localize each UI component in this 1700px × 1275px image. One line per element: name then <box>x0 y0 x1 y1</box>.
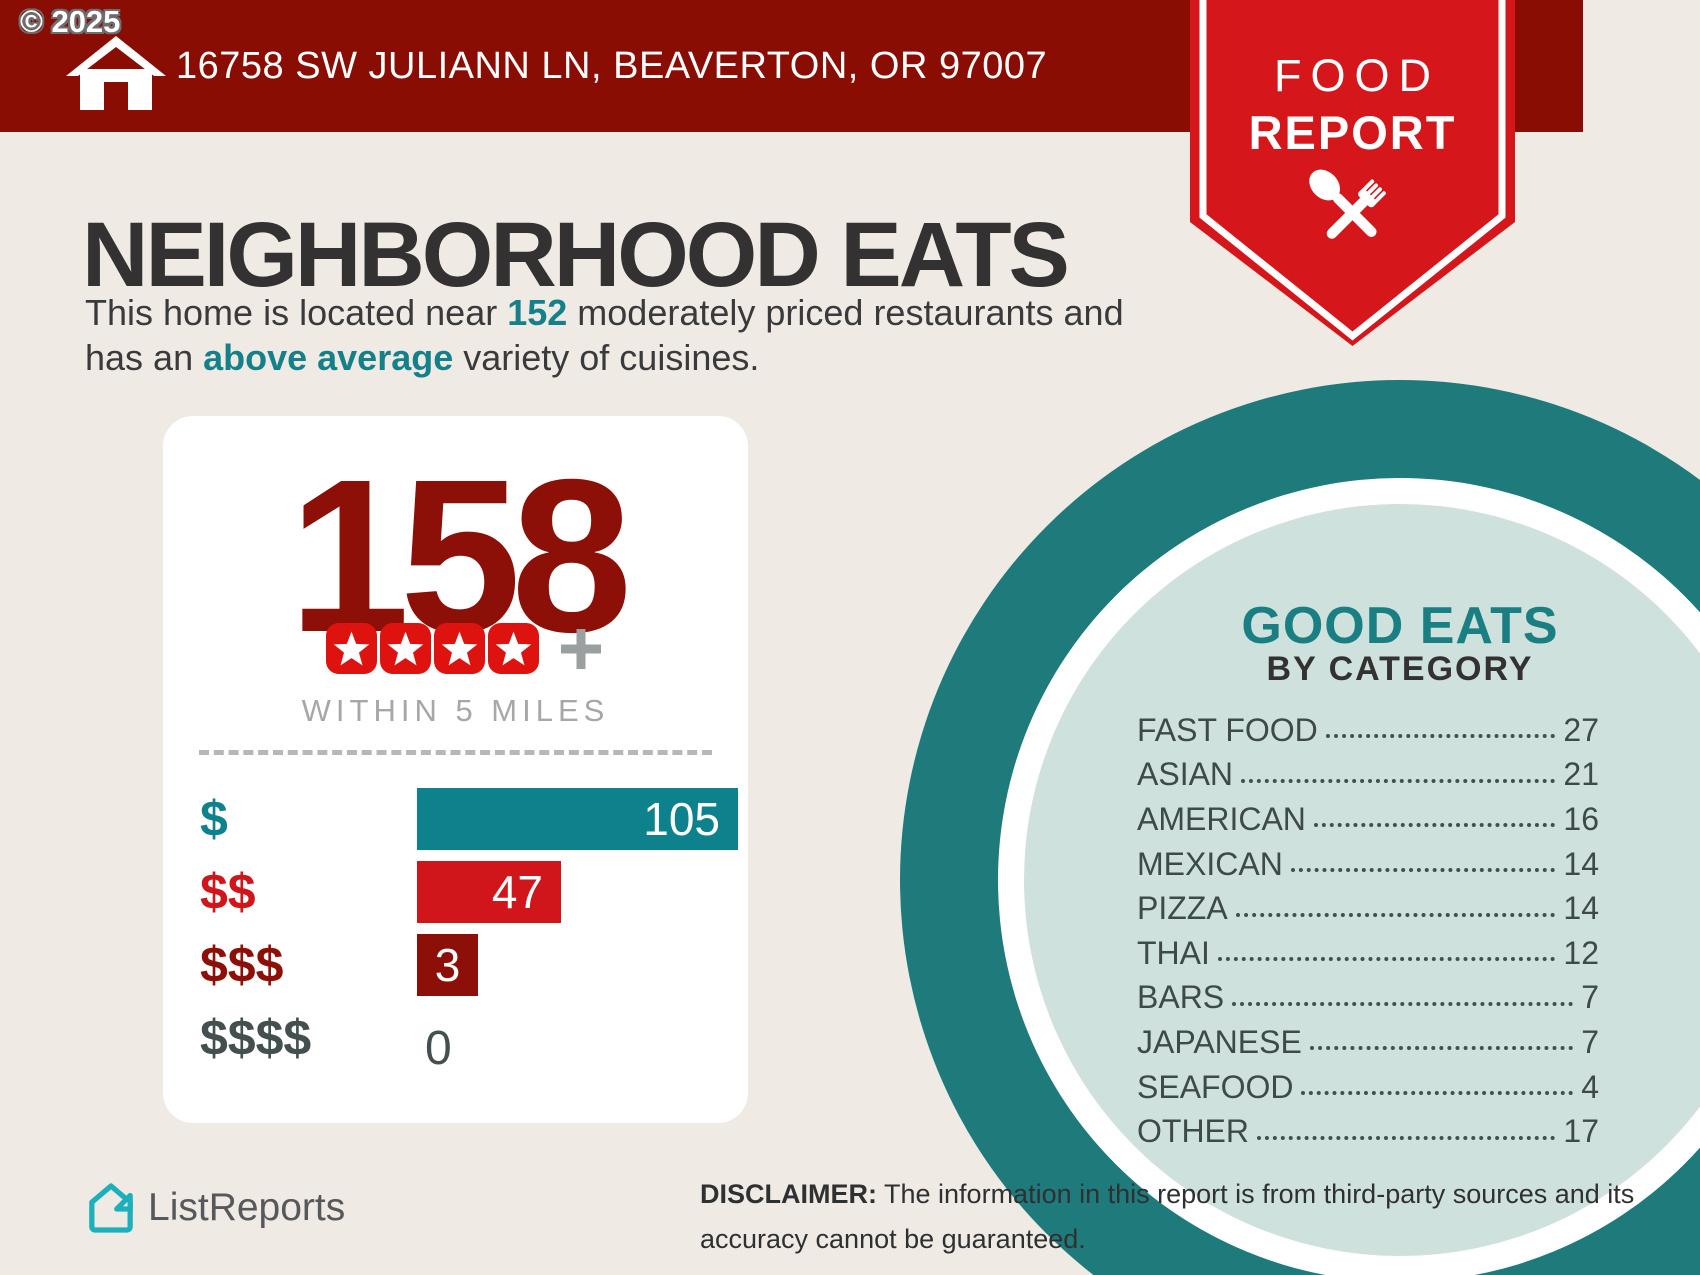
category-label: THAI <box>1137 934 1210 971</box>
category-value: 4 <box>1581 1068 1599 1105</box>
disclaimer-text: The information in this report is from t… <box>700 1179 1635 1254</box>
star-icon <box>434 623 485 674</box>
ribbon-title: FOOD REPORT <box>1190 50 1515 160</box>
plus-icon <box>560 628 601 669</box>
category-value: 27 <box>1563 711 1599 748</box>
intro-paragraph: This home is located near 152 moderately… <box>85 290 1205 380</box>
price-tier-row: $$$$ 0 <box>200 1007 738 1080</box>
tier-value: 105 <box>643 793 720 845</box>
ribbon-line1: FOOD <box>1274 50 1440 101</box>
property-address: 16758 SW JULIANN LN, BEAVERTON, OR 97007 <box>176 44 1048 87</box>
price-tier-row: $$ 47 <box>200 861 738 934</box>
intro-line2-pre: has an <box>85 337 204 378</box>
dashed-divider <box>199 750 712 755</box>
category-list: FAST FOOD 27 ASIAN 21 AMERICAN 16 MEXICAN 14… <box>1137 708 1599 1154</box>
dotted-leader <box>1241 778 1556 783</box>
star-icon <box>380 623 431 674</box>
star-icon <box>488 623 539 674</box>
price-tier-chart: $ 105 $$ 47 $$$ 3 $$$$ 0 <box>200 788 738 1080</box>
category-row: FAST FOOD 27 <box>1137 708 1599 753</box>
home-icon <box>66 36 166 115</box>
intro-line1-post: moderately priced restaurants and <box>567 292 1124 333</box>
disclaimer-label: DISCLAIMER: <box>700 1179 877 1209</box>
tier-value: 3 <box>434 939 461 991</box>
teal-circle-decoration <box>1024 504 1700 1256</box>
category-label: BARS <box>1137 979 1225 1016</box>
category-row: PIZZA 14 <box>1137 886 1599 931</box>
tier-bar: 47 <box>417 861 561 923</box>
category-row: BARS 7 <box>1137 976 1599 1021</box>
tier-label: $$ <box>200 864 256 920</box>
good-eats-title: GOOD EATS <box>1241 597 1559 655</box>
dotted-leader <box>1301 1091 1574 1096</box>
category-value: 17 <box>1563 1113 1599 1150</box>
dotted-leader <box>1313 823 1556 828</box>
category-label: JAPANESE <box>1137 1023 1302 1060</box>
category-value: 14 <box>1563 890 1599 927</box>
tier-value: 0 <box>425 1022 452 1075</box>
category-label: SEAFOOD <box>1137 1068 1294 1105</box>
intro-line2-post: variety of cuisines. <box>453 337 760 378</box>
stats-card: 158 WITHIN 5 MILES $ 105 $$ 47 $$$ 3 <box>163 416 748 1123</box>
category-value: 14 <box>1563 845 1599 882</box>
page-title: NEIGHBORHOOD EATS <box>82 204 1070 306</box>
category-label: FAST FOOD <box>1137 711 1318 748</box>
intro-line1-pre: This home is located near <box>85 292 508 333</box>
ribbon-line2: REPORT <box>1248 106 1457 159</box>
category-row: THAI 12 <box>1137 931 1599 976</box>
dotted-leader <box>1232 1001 1574 1006</box>
copyright-text: © 2025 <box>20 4 121 39</box>
tier-label: $$$$ <box>200 1010 312 1066</box>
disclaimer: DISCLAIMER: The information in this repo… <box>700 1172 1700 1262</box>
category-row: OTHER 17 <box>1137 1109 1599 1154</box>
tier-bar: 0 <box>425 1025 452 1087</box>
category-value: 12 <box>1563 934 1599 971</box>
tier-label: $$$ <box>200 937 284 993</box>
category-value: 21 <box>1563 756 1599 793</box>
dotted-leader <box>1290 868 1556 873</box>
dotted-leader <box>1235 912 1556 917</box>
category-row: MEXICAN 14 <box>1137 842 1599 887</box>
variety-highlight: above average <box>203 337 454 378</box>
category-label: AMERICAN <box>1137 800 1306 837</box>
listreports-brand: ListReports <box>88 1183 345 1233</box>
category-value: 16 <box>1563 800 1599 837</box>
radius-subtitle: WITHIN 5 MILES <box>301 693 610 728</box>
brand-name: ListReports <box>148 1186 346 1229</box>
star-icon <box>326 623 377 674</box>
star-rating <box>163 623 748 674</box>
dotted-leader <box>1217 957 1556 962</box>
category-value: 7 <box>1581 979 1599 1016</box>
price-tier-row: $$$ 3 <box>200 934 738 1007</box>
spoon-fork-icon <box>1295 160 1410 280</box>
dotted-leader <box>1309 1046 1574 1051</box>
dotted-leader <box>1257 1135 1556 1140</box>
tier-value: 47 <box>491 866 543 918</box>
good-eats-subtitle: BY CATEGORY <box>1266 650 1534 688</box>
restaurant-count: 152 <box>507 292 568 333</box>
tier-bar: 3 <box>417 934 478 996</box>
category-label: OTHER <box>1137 1113 1249 1150</box>
category-value: 7 <box>1581 1023 1599 1060</box>
category-row: JAPANESE 7 <box>1137 1020 1599 1065</box>
dotted-leader <box>1325 734 1556 739</box>
tier-bar: 105 <box>417 788 738 850</box>
category-row: SEAFOOD 4 <box>1137 1065 1599 1110</box>
price-tier-row: $ 105 <box>200 788 738 861</box>
category-label: ASIAN <box>1137 756 1234 793</box>
category-row: AMERICAN 16 <box>1137 797 1599 842</box>
listreports-logo-icon <box>89 1183 133 1233</box>
tier-label: $ <box>200 791 228 847</box>
category-label: PIZZA <box>1137 890 1228 927</box>
category-label: MEXICAN <box>1137 845 1283 882</box>
category-row: ASIAN 21 <box>1137 753 1599 798</box>
food-report-ribbon <box>1190 0 1515 346</box>
